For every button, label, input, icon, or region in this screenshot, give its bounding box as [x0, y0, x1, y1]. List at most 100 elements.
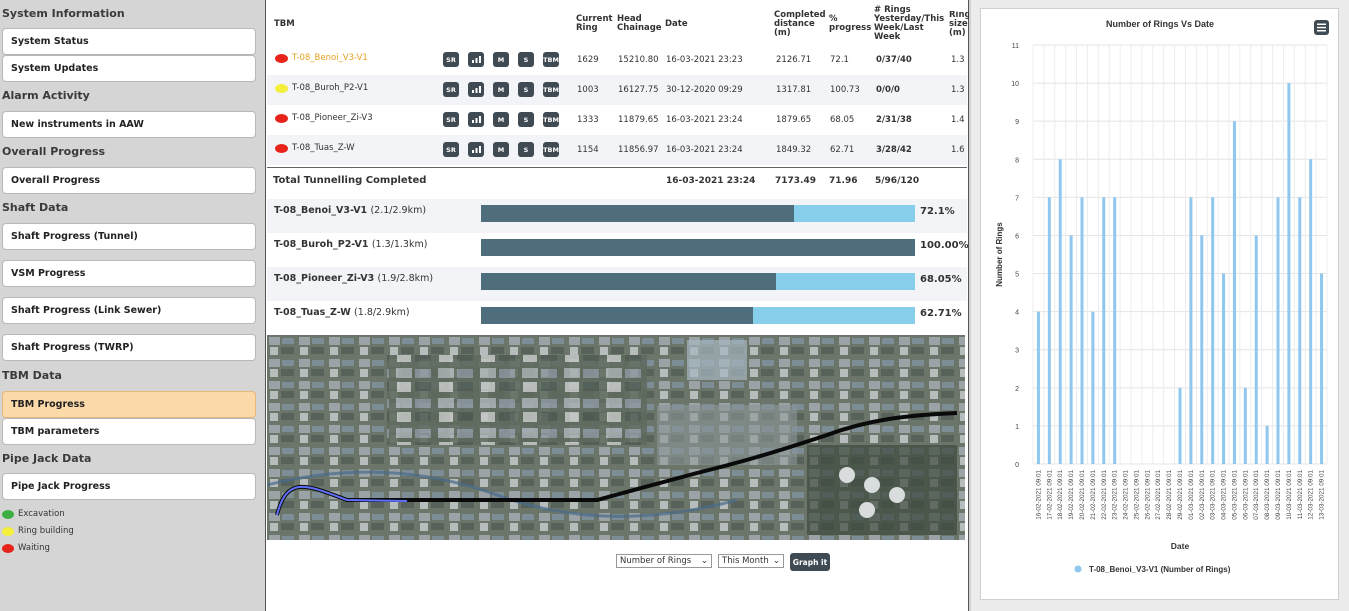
metric-select[interactable]: Number of Rings ⌄ [616, 554, 712, 568]
x-tick-label: 22-02-2021 09:01 [1101, 470, 1108, 520]
progress-percent: 62.71% [920, 308, 962, 319]
chip-m-button[interactable]: M [493, 82, 509, 97]
total-progress: 71.96 [829, 176, 858, 186]
sidebar-item-shaft-progress-twrp[interactable]: Shaft Progress (TWRP) [2, 334, 256, 361]
sidebar-item-pipe-jack-progress[interactable]: Pipe Jack Progress [2, 473, 256, 500]
hamburger-menu-icon[interactable] [1314, 20, 1329, 35]
status-dot-icon [275, 143, 288, 153]
progress-percent: 72.1% [920, 206, 955, 217]
header-head-chainage: Head Chainage [617, 14, 662, 33]
section-title-pipe-jack-data: Pipe Jack Data [2, 452, 92, 465]
x-tick-label: 02-03-2021 09:01 [1199, 470, 1206, 520]
chip-sr-button[interactable]: SR [443, 82, 459, 97]
cell-distance: 1317.81 [776, 85, 812, 95]
cell-progress: 72.1 [830, 55, 849, 65]
cell-date: 16-03-2021 23:23 [666, 55, 743, 65]
progress-detail: (2.1/2.9km) [370, 205, 427, 216]
cell-chainage: 15210.80 [618, 55, 659, 65]
chart-bar [1254, 235, 1258, 464]
chip-sr-button[interactable]: SR [443, 142, 459, 157]
cell-progress: 62.71 [830, 145, 855, 155]
bar-chart-icon[interactable] [468, 82, 484, 97]
x-tick-label: 09-03-2021 09:01 [1275, 470, 1282, 520]
x-tick-label: 07-03-2021 09:01 [1253, 470, 1260, 520]
progress-label: T-08_Pioneer_Zi-V3 (1.9/2.8km) [274, 273, 433, 284]
x-tick-label: 04-03-2021 09:01 [1221, 470, 1228, 520]
chip-m-button[interactable]: M [493, 52, 509, 67]
chart-bar [1058, 159, 1062, 465]
tbm-name-label: T-08_Tuas_Z-W [292, 143, 355, 153]
bar-chart-icon[interactable] [468, 142, 484, 157]
chip-tbm-button[interactable]: TBM [543, 112, 559, 127]
red-status-dot-icon [2, 543, 14, 553]
chip-tbm-button[interactable]: TBM [543, 52, 559, 67]
progress-label: T-08_Tuas_Z-W (1.8/2.9km) [274, 307, 410, 318]
x-tick-label: 26-02-2021 09:01 [1144, 470, 1151, 520]
legend-label: T-08_Benoi_V3-V1 (Number of Rings) [1089, 565, 1231, 574]
sidebar-item-vsm-progress[interactable]: VSM Progress [2, 260, 256, 287]
chip-tbm-button[interactable]: TBM [543, 82, 559, 97]
chip-s-button[interactable]: S [518, 52, 534, 67]
chip-m-button[interactable]: M [493, 112, 509, 127]
progress-label: T-08_Buroh_P2-V1 (1.3/1.3km) [274, 239, 427, 250]
green-status-dot-icon [2, 509, 14, 519]
tbm-name[interactable]: T-08_Pioneer_Zi-V3 [275, 113, 373, 123]
tbm-name[interactable]: T-08_Benoi_V3-V1 [275, 53, 368, 63]
sidebar-item-new-instruments[interactable]: New instruments in AAW [2, 111, 256, 138]
chip-s-button[interactable]: S [518, 82, 534, 97]
y-tick-label: 1 [1015, 424, 1019, 431]
bar-chart-icon[interactable] [468, 52, 484, 67]
tbm-name-label: T-08_Pioneer_Zi-V3 [292, 113, 373, 123]
section-title-tbm-data: TBM Data [2, 369, 62, 382]
x-tick-label: 21-02-2021 09:01 [1090, 470, 1097, 520]
graph-it-button[interactable]: Graph it [790, 553, 830, 571]
progress-percent: 68.05% [920, 274, 962, 285]
chart-bar [1102, 197, 1106, 464]
chip-m-button[interactable]: M [493, 142, 509, 157]
period-select[interactable]: This Month ⌄ [718, 554, 784, 568]
chip-sr-button[interactable]: SR [443, 112, 459, 127]
progress-row: T-08_Benoi_V3-V1 (2.1/2.9km) 72.1% [267, 199, 967, 233]
chip-s-button[interactable]: S [518, 112, 534, 127]
status-dot-icon [275, 113, 288, 123]
cell-size: 1.4 [951, 115, 965, 125]
x-tick-label: 12-03-2021 09:01 [1308, 470, 1315, 520]
table-row: T-08_Pioneer_Zi-V3 SR M S TBM 1333 11879.65 16-… [267, 105, 967, 135]
sidebar-item-system-updates[interactable]: System Updates [2, 55, 256, 82]
x-tick-label: 28-02-2021 09:01 [1166, 470, 1173, 520]
chip-sr-button[interactable]: SR [443, 52, 459, 67]
chart-bar [1189, 197, 1193, 464]
bar-chart-icon[interactable] [468, 112, 484, 127]
chip-tbm-button[interactable]: TBM [543, 142, 559, 157]
satellite-map[interactable] [267, 335, 965, 540]
cell-rings: 0/0/0 [876, 85, 900, 95]
sidebar-item-system-status[interactable]: System Status [2, 28, 256, 55]
chart-bar [1091, 311, 1095, 464]
sidebar-item-shaft-progress-link-sewer[interactable]: Shaft Progress (Link Sewer) [2, 297, 256, 324]
header-date: Date [665, 19, 688, 29]
x-tick-label: 17-02-2021 09:01 [1046, 470, 1053, 520]
sidebar-item-shaft-progress-tunnel[interactable]: Shaft Progress (Tunnel) [2, 223, 256, 250]
header-current-ring: Current Ring [576, 14, 613, 33]
cell-rings: 2/31/38 [876, 115, 912, 125]
cell-date: 16-03-2021 23:24 [666, 115, 743, 125]
chip-s-button[interactable]: S [518, 142, 534, 157]
tbm-name[interactable]: T-08_Tuas_Z-W [275, 143, 355, 153]
tunnel-progress-line [276, 485, 408, 516]
tbm-name[interactable]: T-08_Buroh_P2-V1 [275, 83, 368, 93]
x-tick-label: 16-02-2021 09:01 [1035, 470, 1042, 520]
chart-bar [1113, 197, 1117, 464]
cell-size: 1.6 [951, 145, 965, 155]
sidebar-item-overall-progress[interactable]: Overall Progress [2, 167, 256, 194]
x-tick-label: 29-02-2021 09:01 [1177, 470, 1184, 520]
legend-marker [1074, 565, 1082, 573]
chart-bar [1243, 387, 1247, 464]
tbm-name-label: T-08_Benoi_V3-V1 [292, 53, 368, 63]
sidebar-item-tbm-parameters[interactable]: TBM parameters [2, 418, 256, 445]
total-label: Total Tunnelling Completed [273, 175, 427, 186]
y-tick-label: 2 [1015, 386, 1019, 393]
x-tick-label: 13-03-2021 09:01 [1319, 470, 1326, 520]
sidebar-item-tbm-progress[interactable]: TBM Progress [2, 391, 256, 418]
progress-label: T-08_Benoi_V3-V1 (2.1/2.9km) [274, 205, 426, 216]
chart-panel: Number of Rings Vs Date 0 1 2 3 4 5 6 7 8 9 10 11 16-… [971, 0, 1349, 611]
